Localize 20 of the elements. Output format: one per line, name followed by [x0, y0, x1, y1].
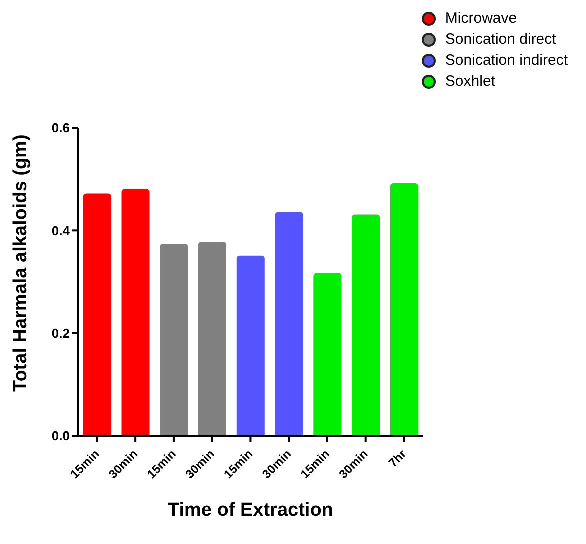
y-tick-label: 0.0	[52, 428, 70, 444]
bar	[83, 194, 112, 436]
bar	[198, 242, 227, 436]
bar	[314, 273, 342, 436]
bar	[160, 244, 188, 436]
legend-label: Sonication indirect	[445, 51, 568, 71]
bar	[390, 183, 418, 436]
y-tick-label: 0.6	[52, 120, 70, 136]
legend-label: Soxhlet	[445, 72, 496, 92]
y-axis-title: Total Harmala alkaloids (gm)	[10, 134, 32, 392]
bar	[352, 214, 380, 436]
x-tick-label: 7hr	[386, 446, 410, 470]
legend-label: Sonication direct	[445, 30, 556, 50]
legend-label: Microwave	[445, 9, 518, 29]
bar	[236, 256, 265, 436]
y-tick-label: 0.2	[52, 326, 70, 341]
bar	[122, 189, 150, 436]
x-axis-title: Time of Extraction	[168, 500, 334, 521]
y-tick-label: 0.4	[52, 223, 71, 238]
bar	[275, 212, 304, 436]
